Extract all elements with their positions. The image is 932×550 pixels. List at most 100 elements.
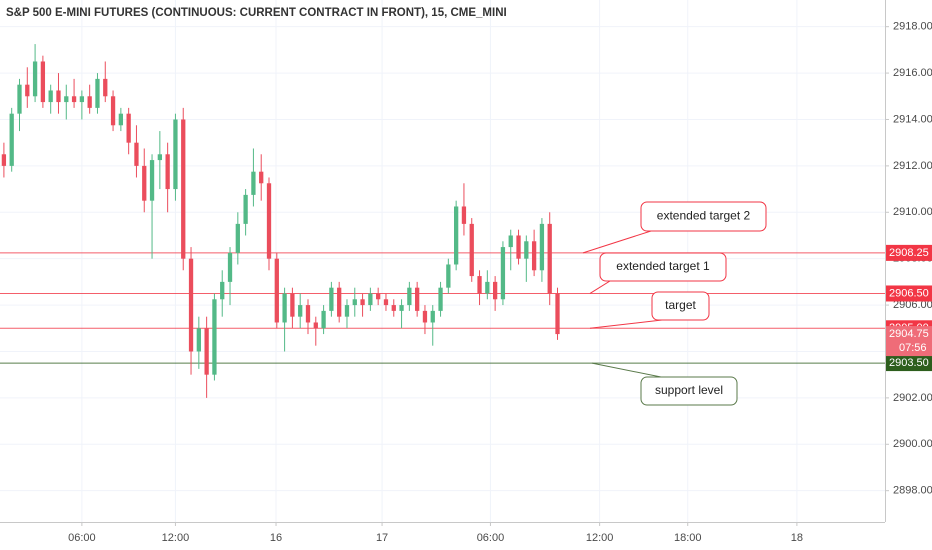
callout-text: target xyxy=(665,298,696,312)
y-tick-label: 2916.00 xyxy=(893,67,932,79)
y-tick-label: 2912.00 xyxy=(893,160,932,172)
candle-body xyxy=(212,299,217,375)
candle-body xyxy=(142,165,147,201)
candle-body xyxy=(508,235,513,248)
candle-body xyxy=(220,281,225,300)
candle-body xyxy=(56,90,61,103)
candle-body xyxy=(383,299,389,306)
axes: 2898.002900.002902.002904.002906.002908.… xyxy=(68,21,932,544)
candle-body xyxy=(469,223,474,277)
candle-body xyxy=(430,310,435,323)
candle-body xyxy=(274,258,279,323)
candle-body xyxy=(48,90,53,103)
candle-body xyxy=(368,293,373,306)
x-tick-label: 18:00 xyxy=(674,532,702,544)
annotations: extended target 2 extended target 1 target… xyxy=(582,201,767,406)
candle-body xyxy=(337,287,342,317)
candle-body xyxy=(243,194,248,224)
x-tick-label: 12:00 xyxy=(586,532,614,544)
candle-body xyxy=(492,281,498,300)
last-price-label: 2904.75 xyxy=(889,328,929,340)
last-price-bg xyxy=(886,326,932,357)
y-tick-label: 2918.00 xyxy=(893,21,932,33)
level-label: 2906.50 xyxy=(889,287,929,299)
callout-box xyxy=(640,376,738,406)
candle-body xyxy=(407,287,412,306)
candle-body xyxy=(259,171,264,184)
candle-body xyxy=(539,223,545,271)
x-tick-label: 16 xyxy=(270,532,282,544)
candle-body xyxy=(446,264,451,288)
candle-body xyxy=(376,293,381,300)
candle-body xyxy=(25,84,30,97)
candle-body xyxy=(235,223,240,253)
level-label-bg xyxy=(886,355,932,372)
chart-title: S&P 500 E-MINI FUTURES (CONTINUOUS: CURR… xyxy=(6,7,507,19)
candle-body xyxy=(360,299,365,306)
countdown-label: 07:56 xyxy=(899,342,927,354)
candle-body xyxy=(71,96,77,103)
candle-body xyxy=(485,281,490,294)
candle-body xyxy=(313,322,318,329)
level-label-bg xyxy=(886,244,932,261)
candle-body xyxy=(399,305,404,311)
y-tick-label: 2898.00 xyxy=(893,485,932,497)
candle-body xyxy=(391,305,396,311)
y-tick-label: 2914.00 xyxy=(893,113,932,125)
candle-body xyxy=(126,113,131,143)
y-tick-label: 2910.00 xyxy=(893,206,932,218)
candle-body xyxy=(454,206,459,265)
candle-body xyxy=(461,206,467,224)
candle-body xyxy=(531,241,537,271)
x-tick-label: 06:00 xyxy=(477,532,505,544)
candle-body xyxy=(422,310,428,323)
candle-body xyxy=(1,154,7,166)
candle-body xyxy=(227,252,233,282)
x-tick-label: 12:00 xyxy=(162,532,190,544)
candle-body xyxy=(157,154,162,161)
candle-body xyxy=(290,293,295,317)
candle-body xyxy=(266,183,272,259)
candle-body xyxy=(516,235,521,259)
candle-body xyxy=(149,160,155,201)
callout-text: extended target 1 xyxy=(616,259,710,273)
candle-body xyxy=(32,61,38,97)
candle-body xyxy=(165,154,170,190)
candle-body xyxy=(415,287,420,311)
candle-body xyxy=(40,61,46,103)
candle-body xyxy=(118,113,124,126)
candle-body xyxy=(298,305,303,317)
callout-text: extended target 2 xyxy=(657,209,751,223)
candle-body xyxy=(173,119,178,190)
candle-body xyxy=(329,287,334,311)
candle-body xyxy=(500,247,506,300)
candle-body xyxy=(110,96,116,126)
candle-body xyxy=(64,96,69,103)
candle-body xyxy=(17,84,22,114)
y-tick-label: 2900.00 xyxy=(893,438,932,450)
candle-body xyxy=(344,305,350,317)
callout-box xyxy=(640,201,767,232)
candle-body xyxy=(321,310,326,329)
candle-body xyxy=(477,276,482,294)
candle-body xyxy=(438,287,443,311)
candle-body xyxy=(188,258,194,352)
candle-body xyxy=(103,78,108,97)
level-label: 2903.50 xyxy=(889,357,929,369)
candle-body xyxy=(251,171,256,195)
candle-body xyxy=(524,241,529,259)
x-tick-label: 18 xyxy=(791,532,803,544)
candle-body xyxy=(9,113,14,166)
callout-box xyxy=(651,291,710,321)
candle-body xyxy=(87,96,92,108)
candle-body xyxy=(79,96,85,103)
candle-body xyxy=(555,293,560,335)
level-label-bg xyxy=(886,285,932,302)
x-tick-label: 17 xyxy=(376,532,388,544)
candle-body xyxy=(196,328,201,352)
candles xyxy=(1,44,560,398)
level-label: 2908.25 xyxy=(889,247,929,259)
candle-body xyxy=(305,305,311,323)
